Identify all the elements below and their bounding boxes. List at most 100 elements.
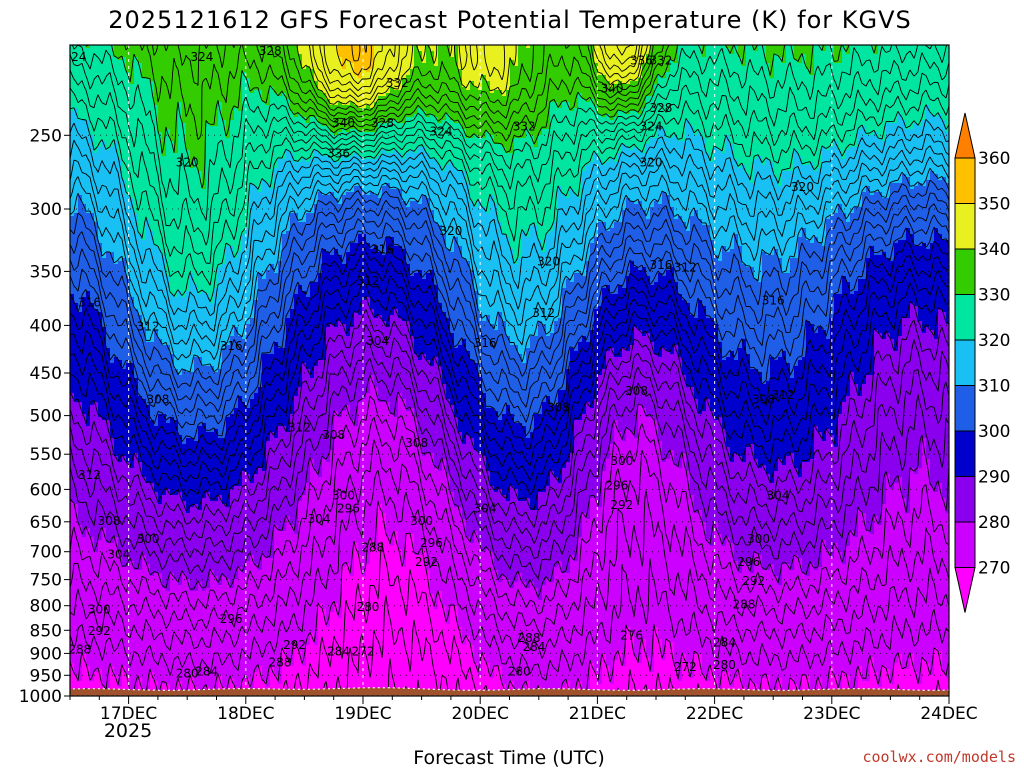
color-band-cell — [122, 366, 127, 370]
color-band-cell — [290, 150, 315, 154]
color-band-cell — [618, 81, 623, 85]
color-band-cell — [906, 501, 911, 505]
color-band-cell — [70, 273, 127, 277]
color-band-cell — [274, 543, 355, 547]
color-band-cell — [398, 540, 407, 544]
color-band-cell — [326, 342, 415, 346]
color-band-cell — [918, 123, 923, 127]
color-band-cell — [902, 318, 919, 322]
color-band-cell — [550, 231, 599, 235]
color-band-cell — [754, 567, 763, 571]
color-band-cell — [590, 246, 715, 250]
color-band-cell — [786, 357, 803, 361]
color-band-cell — [210, 576, 219, 580]
color-band-cell — [498, 204, 559, 208]
color-band-cell — [922, 324, 939, 328]
color-band-cell — [714, 147, 719, 151]
color-band-cell — [934, 336, 939, 340]
color-band-cell — [234, 327, 239, 331]
color-band-cell — [794, 678, 803, 682]
color-band-cell — [342, 411, 351, 415]
color-band-cell — [182, 681, 191, 685]
color-band-cell — [534, 426, 575, 430]
color-band-cell — [710, 231, 803, 235]
color-band-cell — [622, 657, 627, 661]
color-band-cell — [822, 549, 831, 553]
color-band-cell — [886, 138, 949, 142]
color-band-cell — [746, 450, 755, 454]
color-band-cell — [202, 501, 223, 505]
color-band-cell — [70, 264, 127, 268]
color-band-cell — [698, 399, 707, 403]
color-band-cell — [70, 648, 283, 652]
color-band-cell — [546, 582, 779, 586]
color-band-cell — [298, 45, 339, 49]
color-band-cell — [450, 477, 491, 481]
color-band-cell — [574, 348, 579, 352]
color-band-cell — [438, 120, 443, 124]
color-band-cell — [262, 567, 343, 571]
color-band-cell — [70, 546, 95, 550]
color-band-cell — [570, 192, 575, 196]
color-band-cell — [70, 249, 103, 253]
color-band-cell — [814, 240, 819, 244]
color-band-cell — [898, 348, 949, 352]
color-band-cell — [442, 603, 949, 607]
color-band-cell — [670, 201, 863, 205]
color-band-cell — [90, 132, 163, 136]
color-band-cell — [918, 681, 923, 685]
color-band-cell — [502, 231, 523, 235]
color-band-cell — [574, 420, 615, 424]
color-band-cell — [602, 303, 691, 307]
color-band-cell — [634, 639, 643, 643]
color-band-cell — [690, 471, 767, 475]
color-band-cell — [154, 93, 243, 97]
color-band-cell — [82, 675, 91, 679]
color-band-cell — [542, 132, 659, 136]
color-band-cell — [290, 423, 335, 427]
color-band-cell — [166, 141, 175, 145]
color-band-cell — [578, 345, 631, 349]
color-band-cell — [414, 411, 455, 415]
color-band-cell — [774, 174, 783, 178]
color-band-cell — [70, 147, 95, 151]
color-band-cell — [602, 666, 611, 670]
color-band-cell — [918, 309, 939, 313]
color-band-cell — [442, 369, 479, 373]
color-band-cell — [142, 318, 251, 322]
color-band-cell — [350, 405, 359, 409]
color-band-cell — [410, 204, 431, 208]
color-band-cell — [458, 60, 511, 64]
color-band-cell — [282, 681, 503, 685]
color-band-cell — [710, 225, 827, 229]
color-band-cell — [510, 69, 599, 73]
color-band-cell — [454, 162, 591, 166]
color-band-cell — [226, 255, 235, 259]
color-band-cell — [926, 327, 931, 331]
color-band-cell — [838, 423, 949, 427]
color-band-cell — [522, 234, 527, 238]
color-band-cell — [202, 588, 207, 592]
color-band-cell — [486, 462, 567, 466]
color-band-cell — [302, 285, 311, 289]
color-band-cell — [634, 654, 643, 658]
color-band-cell — [938, 315, 947, 319]
color-band-cell — [70, 561, 123, 565]
color-band-cell — [222, 366, 263, 370]
color-band-cell — [218, 687, 227, 691]
color-band-cell — [70, 252, 103, 256]
color-band-cell — [546, 579, 551, 583]
color-band-cell — [378, 522, 387, 526]
color-band-cell — [930, 174, 939, 178]
color-band-cell — [762, 264, 783, 268]
color-band-cell — [778, 678, 783, 682]
color-band-cell — [678, 285, 843, 289]
color-band-cell — [514, 147, 623, 151]
color-band-cell — [482, 654, 487, 658]
color-band-cell — [398, 408, 407, 412]
color-band-cell — [686, 375, 763, 379]
color-band-cell — [606, 354, 615, 358]
color-band-cell — [570, 564, 739, 568]
color-band-cell — [758, 48, 767, 52]
color-band-cell — [470, 540, 475, 544]
